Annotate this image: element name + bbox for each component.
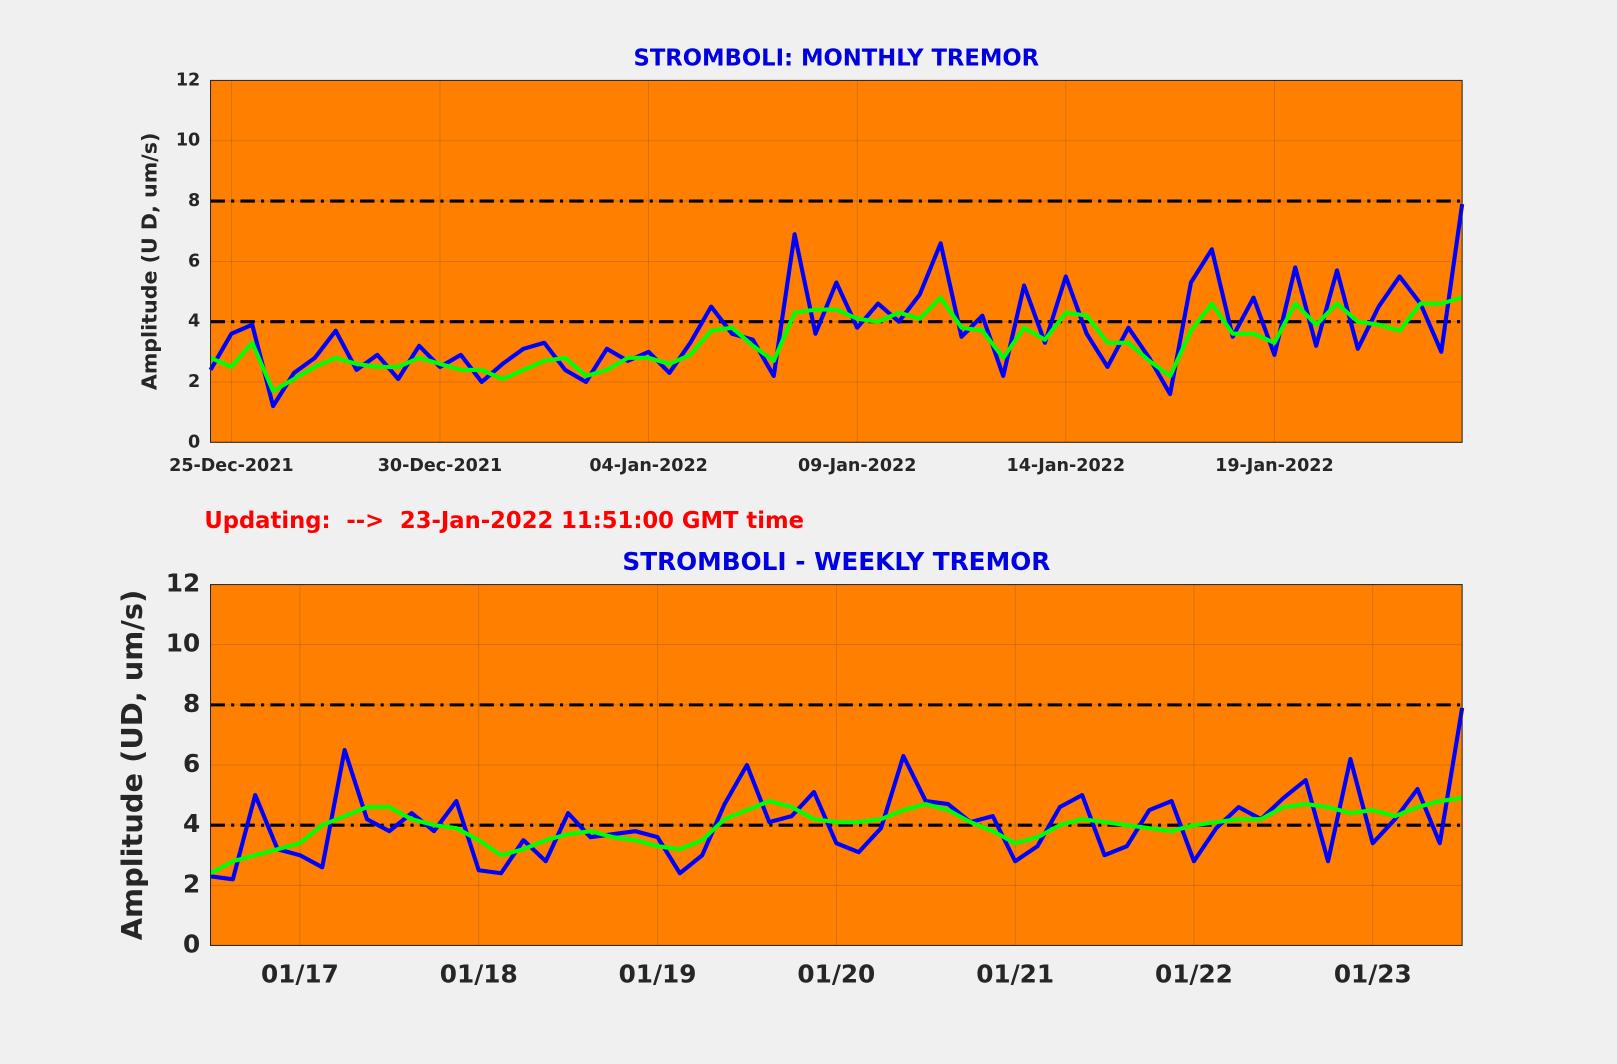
data-line xyxy=(209,796,1463,876)
x-tick-label: 01/22 xyxy=(1155,959,1233,988)
x-tick-label: 04-Jan-2022 xyxy=(589,456,707,476)
y-tick-label: 12 xyxy=(176,70,200,90)
x-tick-label: 30-Dec-2021 xyxy=(378,456,502,476)
y-tick-label: 12 xyxy=(166,569,200,598)
x-tick-label: 01/21 xyxy=(976,959,1054,988)
update-annotation: Updating: --> 23-Jan-2022 11:51:00 GMT t… xyxy=(204,508,804,534)
y-tick-label: 4 xyxy=(188,312,200,332)
x-tick-label: 01/20 xyxy=(797,959,875,988)
x-tick-label: 01/19 xyxy=(619,959,697,988)
y-axis-label: Amplitude (U D, um/s) xyxy=(138,133,162,391)
y-tick-label: 10 xyxy=(166,629,200,658)
plot-frame xyxy=(210,79,1463,443)
y-tick-label: 6 xyxy=(188,251,200,271)
y-tick-label: 4 xyxy=(183,809,200,838)
x-tick-label: 01/17 xyxy=(261,959,339,988)
x-tick-label: 01/23 xyxy=(1334,959,1412,988)
y-tick-label: 2 xyxy=(183,869,200,898)
x-tick-label: 01/18 xyxy=(440,959,518,988)
data-line xyxy=(208,203,1465,409)
y-tick-label: 10 xyxy=(176,131,200,151)
chart-title: STROMBOLI - WEEKLY TREMOR xyxy=(622,547,1050,576)
x-tick-label: 25-Dec-2021 xyxy=(169,456,293,476)
plot-frame xyxy=(210,584,1463,946)
y-tick-label: 6 xyxy=(183,749,200,778)
x-tick-label: 19-Jan-2022 xyxy=(1215,456,1333,476)
y-tick-label: 0 xyxy=(188,432,200,452)
y-axis-label: Amplitude (UD, um/s) xyxy=(115,590,149,941)
y-tick-label: 0 xyxy=(183,929,200,958)
x-tick-label: 09-Jan-2022 xyxy=(798,456,916,476)
y-tick-label: 8 xyxy=(188,191,200,211)
x-tick-label: 14-Jan-2022 xyxy=(1007,456,1125,476)
y-tick-label: 2 xyxy=(188,372,200,392)
chart-title: STROMBOLI: MONTHLY TREMOR xyxy=(634,45,1040,71)
data-line xyxy=(209,295,1463,394)
y-tick-label: 8 xyxy=(183,689,200,718)
